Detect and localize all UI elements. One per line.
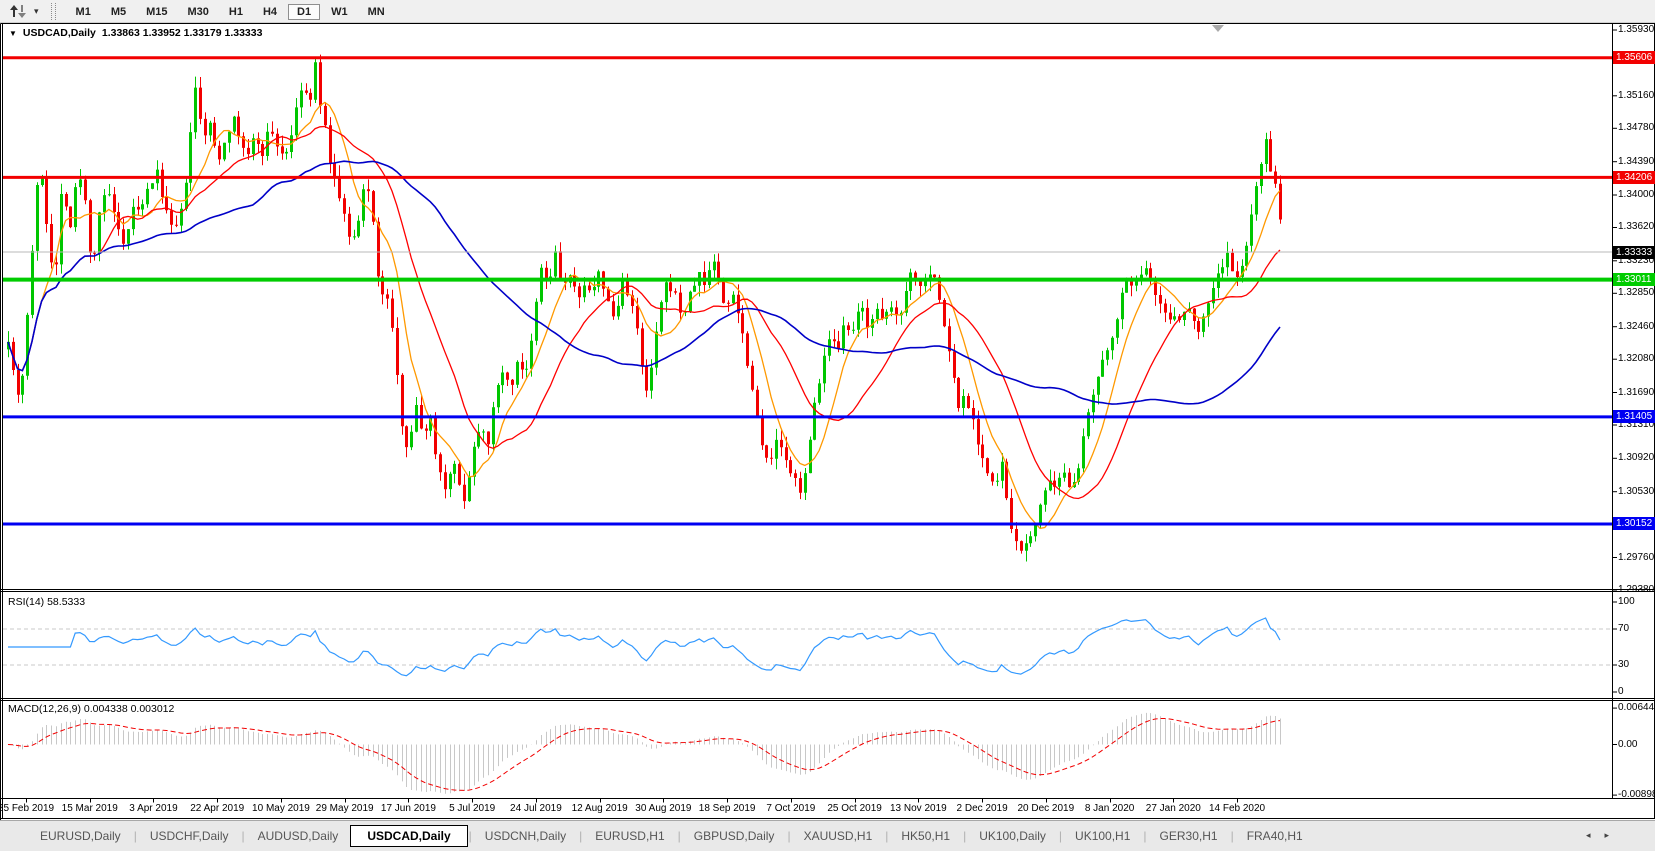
date-axis-tick: 15 Mar 2019: [61, 803, 118, 814]
price-axis-tick: 1.34780: [1618, 122, 1655, 134]
date-axis-tick: 10 May 2019: [252, 803, 310, 814]
tabs-scroll-right-icon[interactable]: ▸: [1604, 830, 1609, 840]
chart-tab-usdcnh-daily[interactable]: USDCNH,Daily: [484, 829, 567, 843]
macd-axis-tick: 0.00: [1618, 738, 1638, 750]
date-axis-tick: 18 Sep 2019: [698, 803, 756, 814]
chart-tab-uk100-daily[interactable]: UK100,Daily: [979, 829, 1046, 843]
timeframe-button-h4[interactable]: H4: [262, 6, 278, 18]
macd-label: MACD(12,26,9) 0.004338 0.003012: [8, 703, 175, 715]
chart-plot-area[interactable]: [3, 24, 1612, 590]
price-axis-tick: 1.31690: [1618, 386, 1655, 398]
price-axis-tick: 1.32850: [1618, 287, 1655, 299]
date-axis-tick: 27 Jan 2020: [1145, 803, 1201, 814]
timeframe-button-h1[interactable]: H1: [228, 6, 243, 18]
chart-tab-ger30-h1[interactable]: GER30,H1: [1159, 829, 1218, 843]
chart-type-dropdown-icon[interactable]: ▾: [34, 5, 39, 16]
timeframe-button-m1[interactable]: M1: [75, 6, 91, 18]
tab-separator: |: [963, 829, 967, 843]
chart-type-icon[interactable]: [10, 4, 30, 19]
date-axis-tick: 20 Dec 2019: [1017, 803, 1075, 814]
timeframe-button-m15[interactable]: M15: [146, 6, 168, 18]
date-axis-tick: 29 May 2019: [315, 803, 374, 814]
tab-separator: |: [885, 829, 889, 843]
price-level-badge[interactable]: 1.30152: [1613, 517, 1655, 531]
tab-separator: |: [787, 829, 791, 843]
tab-separator: |: [468, 829, 472, 843]
chart-tab-eurusd-daily[interactable]: EURUSD,Daily: [40, 829, 121, 843]
date-axis-tick: 25 Feb 2019: [0, 803, 55, 814]
rsi-axis-tick: 30: [1618, 659, 1630, 670]
rsi-label: RSI(14) 58.5333: [8, 596, 86, 608]
tab-separator: |: [1143, 829, 1147, 843]
price-level-badge[interactable]: 1.31405: [1613, 410, 1655, 424]
tabs-scroll-left-icon[interactable]: ◂: [1585, 830, 1591, 840]
tab-separator: |: [579, 829, 583, 843]
chart-tab-xauusd-h1[interactable]: XAUUSD,H1: [803, 829, 873, 843]
price-axis-tick: 1.29380: [1618, 583, 1655, 595]
chart-tab-bar: EURUSD,Daily | USDCHF,Daily | AUDUSD,Daily US…: [0, 820, 1655, 851]
chart-tab-uk100-h1[interactable]: UK100,H1: [1075, 829, 1131, 843]
chart-title-symbol: USDCAD,Daily: [22, 27, 96, 39]
date-axis-tick: 25 Oct 2019: [827, 803, 882, 814]
timeframe-button-mn[interactable]: MN: [367, 6, 385, 18]
chart-title: ▼ USDCAD,Daily 1.33863 1.33952 1.33179 1…: [9, 27, 262, 39]
tab-separator: |: [1230, 829, 1234, 843]
chart-tab-hk50-h1[interactable]: HK50,H1: [901, 829, 951, 843]
timeframe-button-m30[interactable]: M30: [187, 6, 209, 18]
price-level-badge[interactable]: 1.33011: [1613, 273, 1655, 287]
date-axis-tick: 8 Jan 2020: [1084, 803, 1135, 814]
date-axis-tick: 22 Apr 2019: [190, 803, 245, 814]
price-level-badge[interactable]: 1.33333: [1613, 245, 1655, 259]
price-axis-tick: 1.30920: [1618, 452, 1655, 464]
price-axis-tick: 1.35930: [1618, 24, 1655, 35]
timeframe-button-w1[interactable]: W1: [331, 6, 348, 18]
rsi-axis-tick: 100: [1618, 596, 1635, 607]
tab-separator: |: [677, 829, 681, 843]
tab-separator: |: [241, 829, 245, 843]
date-axis-tick: 2 Dec 2019: [956, 803, 1008, 814]
date-axis-tick: 17 Jun 2019: [380, 803, 436, 814]
price-axis-tick: 1.29760: [1618, 551, 1655, 563]
tab-separator: |: [1058, 829, 1063, 843]
macd-axis-tick: 0.006448: [1618, 702, 1655, 714]
timeframe-toolbar: ▾ M1 M5 M15 M30 H1 H4 D1 W1 MN: [0, 0, 1655, 23]
price-level-badge[interactable]: 1.35606: [1613, 51, 1655, 65]
price-axis-tick: 1.33230: [1618, 254, 1655, 266]
symbol-dropdown-icon[interactable]: ▼: [9, 28, 17, 38]
rsi-axis-tick: 0: [1618, 686, 1624, 697]
date-axis-tick: 24 Jul 2019: [510, 803, 562, 814]
toolbar-grip[interactable]: [50, 2, 56, 20]
date-axis-tick: 12 Aug 2019: [571, 803, 628, 814]
chart-title-ohlc: 1.33863 1.33952 1.33179 1.33333: [101, 27, 263, 39]
chart-tabs: EURUSD,Daily | USDCHF,Daily | AUDUSD,Daily US…: [28, 825, 1315, 847]
price-axis-tick: 1.35160: [1618, 89, 1655, 101]
date-axis-tick: 3 Apr 2019: [129, 803, 178, 814]
date-axis-tick: 30 Aug 2019: [635, 803, 692, 814]
timeframe-button-m5[interactable]: M5: [110, 6, 127, 18]
macd-axis-tick: -0.008982: [1618, 789, 1655, 801]
date-axis-tick: 7 Oct 2019: [766, 803, 816, 814]
chart-tab-usdcad-daily[interactable]: USDCAD,Daily: [350, 825, 468, 847]
price-axis-tick: 1.32080: [1618, 353, 1655, 365]
price-axis-tick: 1.32460: [1618, 320, 1655, 332]
price-axis-tick: 1.34390: [1618, 155, 1655, 167]
timeframe-buttons: M1 M5 M15 M30 H1 H4 D1 W1 MN: [66, 2, 395, 20]
price-axis-tick: 1.30530: [1618, 485, 1655, 497]
price-axis-tick: 1.31310: [1618, 418, 1655, 430]
date-axis-tick: 5 Jul 2019: [449, 803, 496, 814]
date-axis-tick: 14 Feb 2020: [1208, 803, 1266, 814]
timeframe-button-d1[interactable]: D1: [288, 4, 321, 20]
chart-tab-fra40-h1[interactable]: FRA40,H1: [1246, 829, 1303, 843]
chart-tab-eurusd-h1[interactable]: EURUSD,H1: [595, 829, 665, 843]
price-axis-tick: 1.33620: [1618, 221, 1655, 233]
price-axis-tick: 1.34000: [1618, 189, 1655, 200]
price-level-badge[interactable]: 1.34206: [1613, 170, 1655, 184]
date-axis-tick: 13 Nov 2019: [890, 803, 947, 814]
rsi-axis-tick: 70: [1618, 623, 1630, 634]
tab-separator: |: [133, 829, 137, 843]
chart-tab-usdchf-daily[interactable]: USDCHF,Daily: [149, 829, 229, 843]
chart-tab-audusd-daily[interactable]: AUDUSD,Daily: [257, 829, 339, 843]
chart-tab-gbpusd-daily[interactable]: GBPUSD,Daily: [693, 829, 775, 843]
